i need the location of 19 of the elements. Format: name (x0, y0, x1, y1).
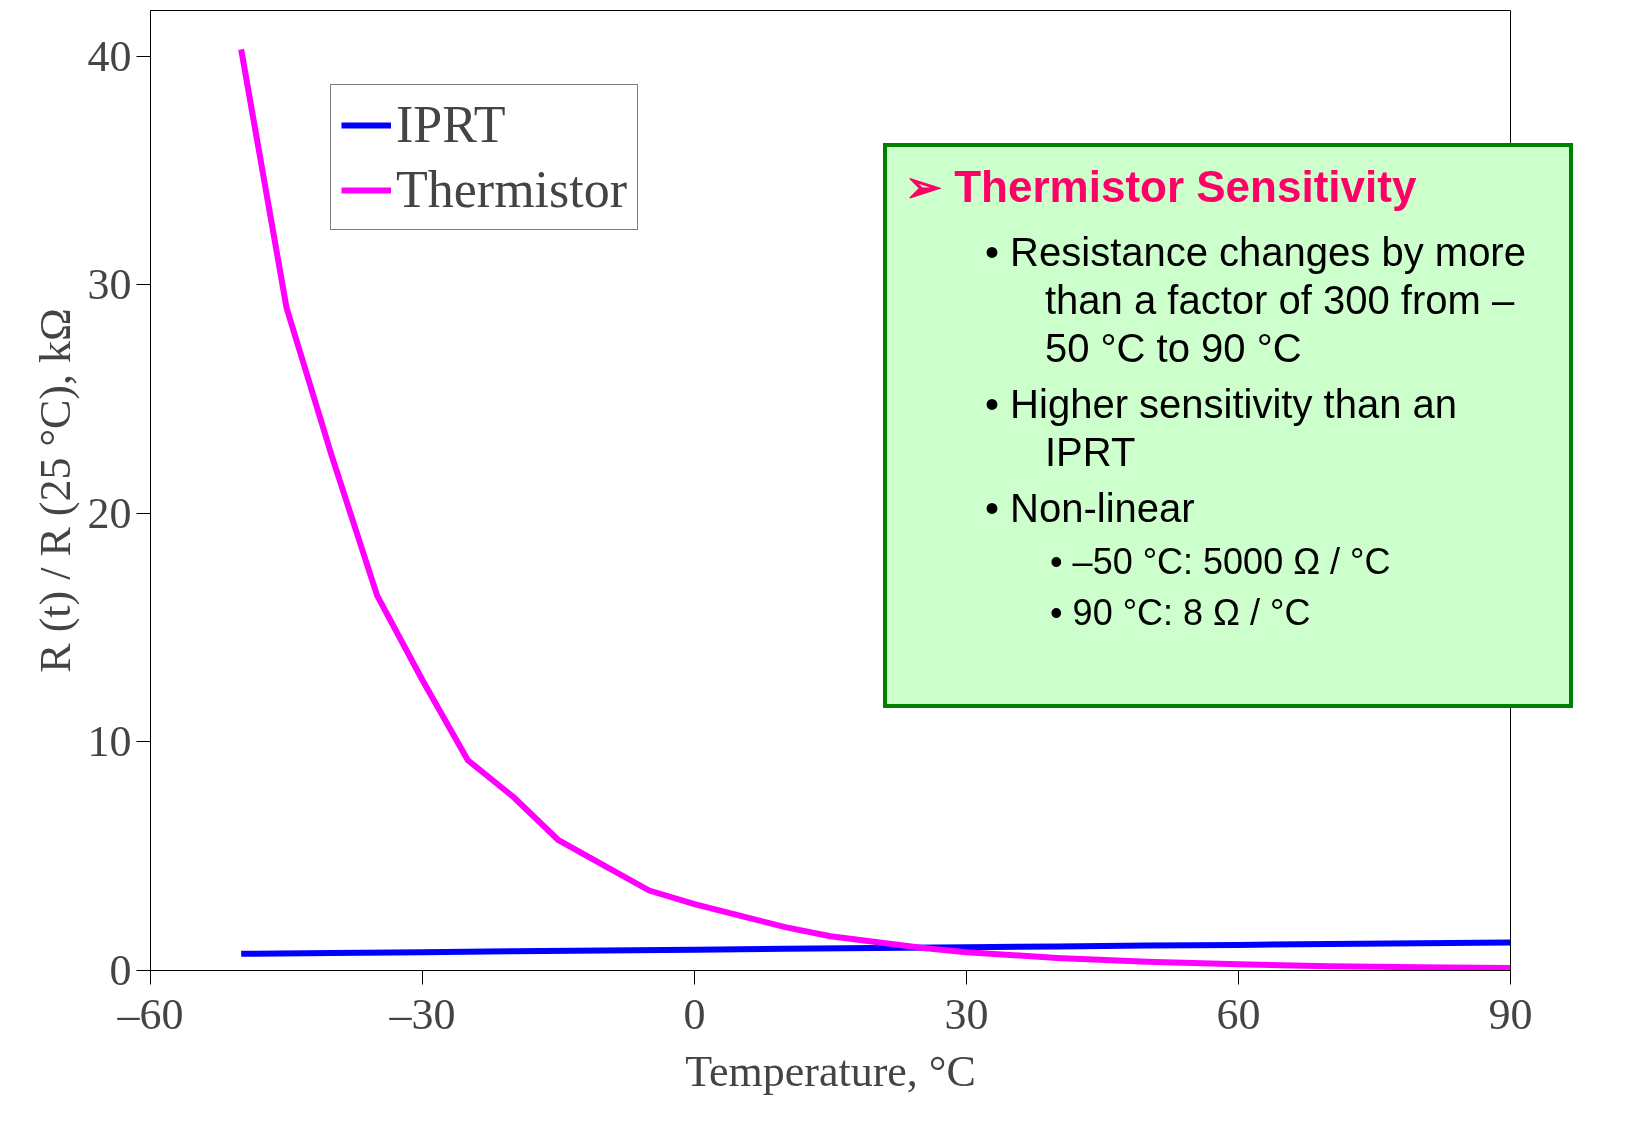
annotation: • Higher sensitivity than an IPRT (984, 380, 1458, 476)
annotation: ➢ Thermistor Sensitivity (905, 161, 1418, 213)
x-tick-label: 60 (1216, 989, 1261, 1039)
x-axis-title: Temperature, °C (685, 1046, 976, 1096)
y-tick-label: 30 (87, 260, 132, 310)
annotation: • –50 °C: 5000 Ω / °C (1049, 539, 1392, 583)
x-tick-label: 0 (683, 989, 706, 1039)
annotation: • Non-linear (984, 484, 1196, 532)
x-tick-label: –30 (388, 989, 456, 1039)
x-tick-label: 30 (944, 989, 989, 1039)
legend-label: Thermistor (396, 160, 628, 219)
y-tick-label: 20 (87, 488, 132, 538)
x-tick-label: 90 (1488, 989, 1533, 1039)
y-tick-label: 10 (87, 717, 132, 767)
annotation: • Resistance changes by more than a factor of 300 from –50 °C to 90 °C (984, 228, 1527, 372)
legend-label: IPRT (396, 95, 506, 154)
y-tick-label: 40 (87, 31, 132, 81)
y-axis-title: R (t) / R (25 °C), kΩ (30, 308, 80, 673)
annotation: • 90 °C: 8 Ω / °C (1049, 591, 1312, 635)
